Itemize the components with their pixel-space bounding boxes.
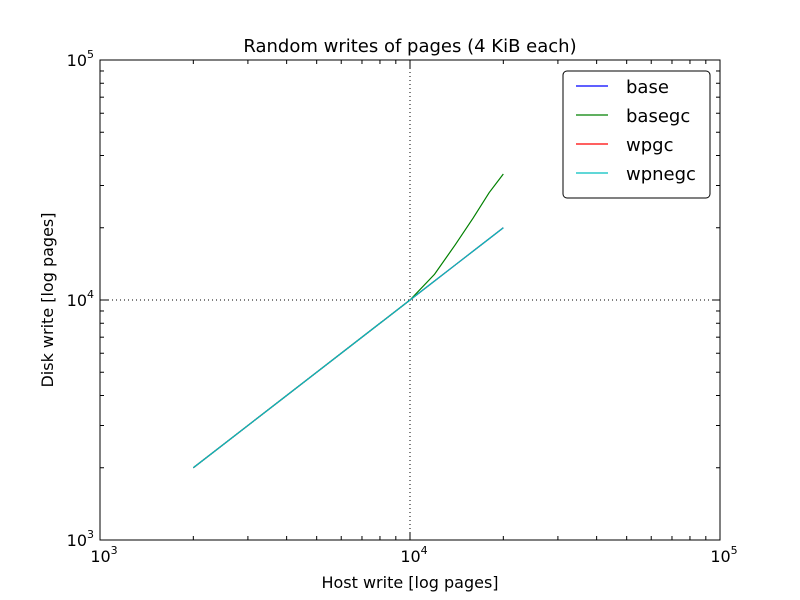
y-tick-label: 104 [67, 288, 94, 310]
chart-title: Random writes of pages (4 KiB each) [243, 36, 576, 57]
legend: base basegc wpgc wpnegc [562, 70, 711, 199]
y-tick-label: 103 [67, 528, 94, 550]
y-axis-label: Disk write [log pages] [38, 212, 57, 387]
legend-label-basegc: basegc [626, 106, 690, 127]
legend-label-wpgc: wpgc [626, 135, 673, 156]
x-tick-label: 104 [400, 544, 427, 566]
y-tick-label: 105 [67, 48, 94, 70]
ticks: 103 104 105 103 104 105 [67, 48, 738, 566]
x-tick-label: 103 [90, 544, 117, 566]
legend-label-wpnegc: wpnegc [626, 164, 696, 185]
legend-label-base: base [626, 77, 669, 98]
series-line-basegc [192, 173, 504, 469]
x-axis-label: Host write [log pages] [321, 573, 498, 592]
series-line-wpnegc [192, 227, 504, 469]
series-group [192, 173, 504, 469]
x-tick-label: 105 [710, 544, 737, 566]
legend-box [562, 70, 711, 199]
